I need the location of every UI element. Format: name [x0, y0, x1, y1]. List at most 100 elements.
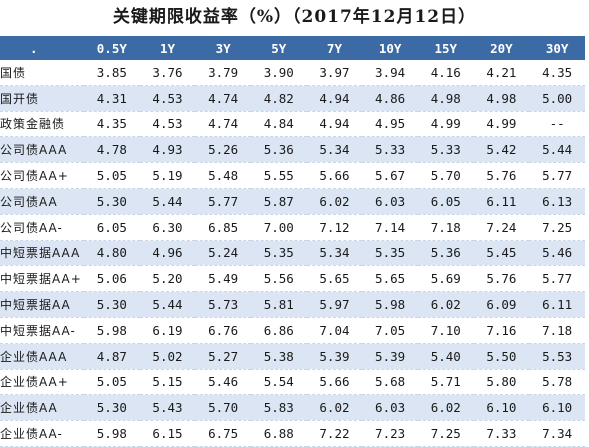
yield-cell: 5.66	[306, 162, 363, 189]
yield-cell: 4.35	[84, 111, 140, 138]
yield-cell: 5.19	[139, 162, 196, 189]
yield-cell: 5.33	[417, 136, 474, 164]
yield-cell: 5.97	[306, 291, 363, 318]
yield-cell: 4.87	[84, 343, 140, 370]
yield-cell: 6.02	[306, 188, 363, 215]
table-row: 中短票据AA- 5.98 6.19 6.76 6.86 7.04 7.05 7.10 7.16 7…	[0, 317, 585, 344]
yield-cell: 4.53	[139, 111, 196, 138]
yield-cell: 4.82	[250, 85, 307, 112]
yield-cell: 6.11	[473, 188, 530, 215]
yield-cell: 5.98	[362, 291, 418, 318]
yield-cell: 6.10	[529, 394, 585, 422]
table-row: 公司债AA 5.30 5.44 5.77 5.87 6.02 6.03 6.05 6.11 6.1…	[0, 188, 585, 215]
yield-cell: 5.65	[362, 265, 418, 293]
yield-cell: 7.25	[417, 420, 474, 447]
yield-cell: 5.33	[362, 136, 418, 164]
yield-cell: 5.38	[250, 343, 307, 370]
yield-cell: 5.20	[139, 265, 196, 293]
yield-cell: 4.35	[529, 60, 585, 86]
yield-cell: 3.79	[195, 60, 251, 86]
yield-cell: 5.36	[417, 240, 474, 267]
row-label: 国债	[0, 60, 84, 86]
row-label: 公司债AAA	[0, 136, 84, 164]
yield-cell: 5.45	[473, 240, 530, 267]
yield-cell: 5.48	[195, 162, 251, 189]
yield-cell: 4.53	[139, 85, 196, 112]
column-header: 7Y	[306, 36, 363, 60]
row-label: 政策金融债	[0, 111, 84, 138]
yield-cell: 5.55	[250, 162, 307, 189]
yield-cell: 7.16	[473, 317, 530, 344]
yield-cell: 4.98	[417, 85, 474, 112]
yield-cell: 4.31	[84, 85, 140, 112]
row-label: 中短票据AA	[0, 291, 84, 318]
yield-cell: 5.02	[139, 343, 196, 370]
yield-cell: 6.76	[195, 317, 251, 344]
yield-cell: 5.65	[306, 265, 363, 293]
yield-cell: 5.34	[306, 240, 363, 267]
column-header: 5Y	[250, 36, 307, 60]
table-row: 企业债AA- 5.98 6.15 6.75 6.88 7.22 7.23 7.25 7.33 7.…	[0, 420, 585, 447]
yield-cell: 5.39	[306, 343, 363, 370]
table-row: 公司债AA- 6.05 6.30 6.85 7.00 7.12 7.14 7.18 7.24 7.…	[0, 214, 585, 241]
yield-cell: 4.78	[84, 136, 140, 164]
yield-cell: 7.04	[306, 317, 363, 344]
yield-cell: 6.10	[473, 394, 530, 422]
yield-cell: 4.74	[195, 111, 251, 138]
row-label: 中短票据AA+	[0, 265, 84, 293]
row-label: 公司债AA-	[0, 214, 84, 241]
column-header: 0.5Y	[84, 36, 140, 60]
yield-cell: 7.14	[362, 214, 418, 241]
column-header: 15Y	[417, 36, 474, 60]
column-header: 10Y	[362, 36, 418, 60]
yield-cell: 7.22	[306, 420, 363, 447]
yield-cell: 6.02	[306, 394, 363, 422]
yield-cell: 5.26	[195, 136, 251, 164]
yield-cell: 6.05	[417, 188, 474, 215]
yield-cell: 3.90	[250, 60, 307, 86]
yield-cell: 7.33	[473, 420, 530, 447]
table-row: 政策金融债 4.35 4.53 4.74 4.84 4.94 4.95 4.99 4.99 --	[0, 111, 585, 138]
yield-cell: 7.34	[529, 420, 585, 447]
yield-cell: 5.42	[473, 136, 530, 164]
yield-cell: 7.18	[529, 317, 585, 344]
row-label: 中短票据AA-	[0, 317, 84, 344]
yield-cell: 5.70	[417, 162, 474, 189]
table-row: 国开债 4.31 4.53 4.74 4.82 4.94 4.86 4.98 4.98 5.00	[0, 85, 585, 112]
yield-cell: 6.02	[417, 291, 474, 318]
yield-cell: 5.44	[139, 291, 196, 318]
yield-cell: 5.87	[250, 188, 307, 215]
row-label: 企业债AA-	[0, 420, 84, 447]
yield-cell: 4.93	[139, 136, 196, 164]
yield-table: . 0.5Y 1Y 3Y 5Y 7Y 10Y 15Y 20Y 30Y 国债 3.8…	[0, 36, 585, 447]
table-row: 中短票据AAA 4.80 4.96 5.24 5.35 5.34 5.35 5.36 5.45 5…	[0, 240, 585, 267]
table-row: 中短票据AA 5.30 5.44 5.73 5.81 5.97 5.98 6.02 6.09 6.…	[0, 291, 585, 318]
yield-cell: 6.30	[139, 214, 196, 241]
yield-cell: 5.43	[139, 394, 196, 422]
yield-cell: 5.15	[139, 369, 196, 396]
yield-cell: 7.25	[529, 214, 585, 241]
yield-cell: 6.75	[195, 420, 251, 447]
table-row: 国债 3.85 3.76 3.79 3.90 3.97 3.94 4.16 4.21 4.35	[0, 60, 585, 86]
yield-cell: 5.66	[306, 369, 363, 396]
yield-cell: 5.35	[250, 240, 307, 267]
yield-cell: 7.05	[362, 317, 418, 344]
row-label: 企业债AA	[0, 394, 84, 422]
yield-cell: 5.68	[362, 369, 418, 396]
column-header: 20Y	[473, 36, 530, 60]
yield-cell: 5.98	[84, 317, 140, 344]
yield-cell: 5.83	[250, 394, 307, 422]
yield-cell: 5.05	[84, 369, 140, 396]
yield-cell: 5.39	[362, 343, 418, 370]
row-label: 中短票据AAA	[0, 240, 84, 267]
yield-cell: 5.78	[529, 369, 585, 396]
row-label: 公司债AA+	[0, 162, 84, 189]
yield-cell: 5.77	[529, 265, 585, 293]
yield-cell: 6.19	[139, 317, 196, 344]
yield-cell: 6.03	[362, 394, 418, 422]
yield-cell: 5.76	[473, 162, 530, 189]
yield-cell: 4.80	[84, 240, 140, 267]
yield-cell: 5.67	[362, 162, 418, 189]
yield-cell: 4.96	[139, 240, 196, 267]
yield-cell: 5.69	[417, 265, 474, 293]
